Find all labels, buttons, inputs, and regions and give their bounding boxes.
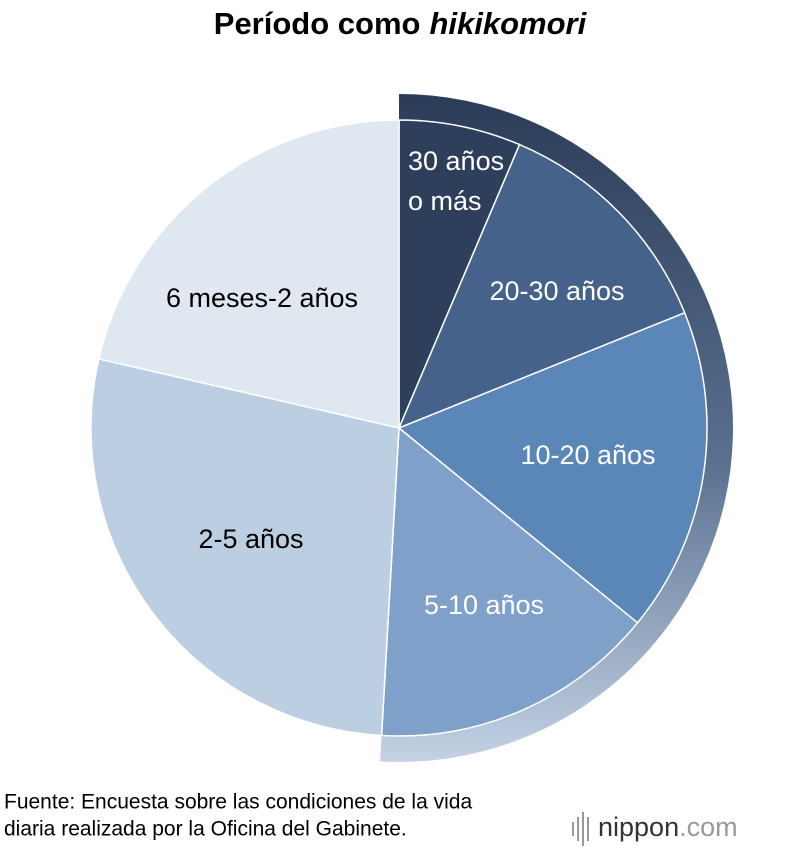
slice-label: 2-5 años xyxy=(198,524,303,554)
pie-slice xyxy=(397,143,686,430)
slice-label: 30 años o más xyxy=(408,146,504,216)
pie-slice xyxy=(380,426,639,737)
title-text: Período como xyxy=(214,6,421,41)
logo-main: nippon xyxy=(598,812,679,842)
slice-label-line: 10-20 años xyxy=(520,440,655,470)
pie-slice xyxy=(90,358,400,737)
chart-title: Período como hikikomori xyxy=(214,6,588,41)
slice-label-line: 6 meses-2 años xyxy=(166,283,358,313)
slice-label: 10-20 años xyxy=(520,440,655,470)
slice-label-line: 5-10 años xyxy=(424,590,544,620)
title-emphasis: hikikomori xyxy=(429,6,587,41)
slice-label-line: 30 años xyxy=(408,146,504,176)
pie-slice xyxy=(398,119,521,429)
pie: 30 años o más 20-30 años 10-20 años 5-10 año… xyxy=(90,94,733,762)
pie-slice xyxy=(397,311,708,624)
logo-text: nippon.com xyxy=(598,812,738,842)
logo-suffix: .com xyxy=(679,812,738,842)
slice-label-line: o más xyxy=(408,186,482,216)
pie-slice xyxy=(97,119,400,429)
slice-label: 5-10 años xyxy=(424,590,544,620)
slice-label-line: 20-30 años xyxy=(489,276,624,306)
slice-label: 20-30 años xyxy=(489,276,624,306)
source-line: diaria realizada por la Oficina del Gabi… xyxy=(4,818,407,841)
slice-label: 6 meses-2 años xyxy=(166,283,358,313)
source-line: Fuente: Encuesta sobre las condiciones d… xyxy=(4,791,472,814)
slice-label-line: 2-5 años xyxy=(198,524,303,554)
logo: nippon.com xyxy=(572,812,738,846)
